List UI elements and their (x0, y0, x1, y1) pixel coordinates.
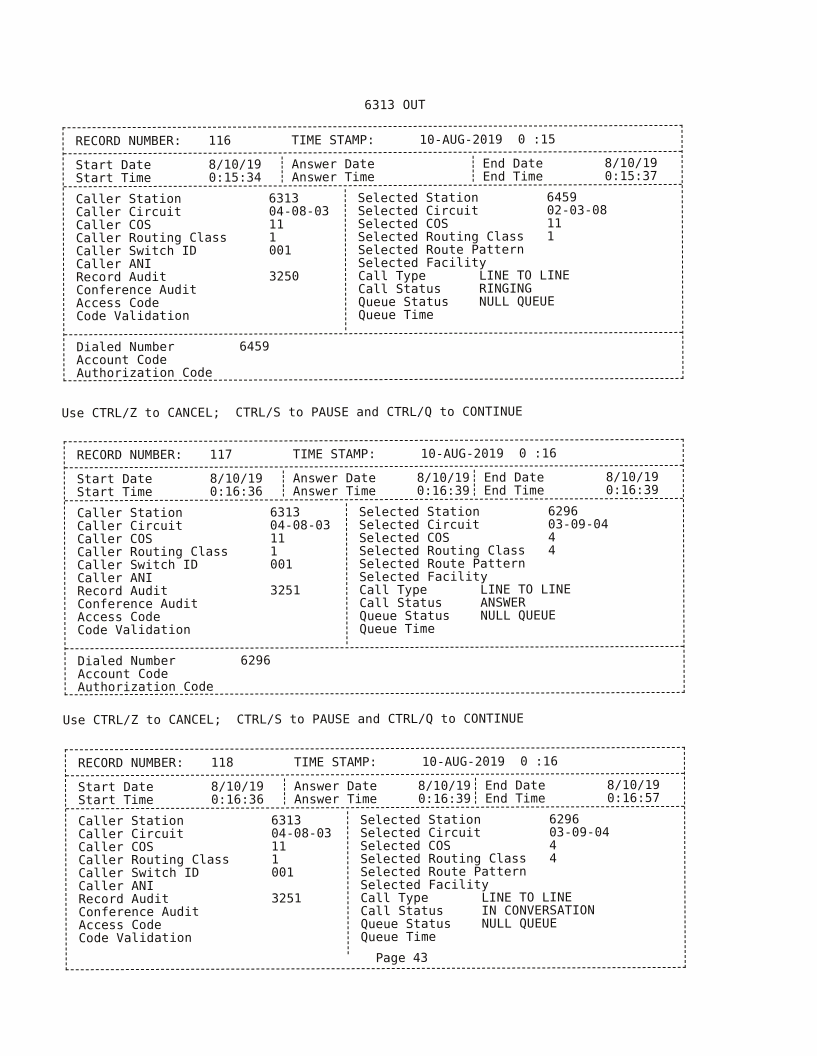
end-time-value: 0:16:39 (605, 482, 659, 498)
selected-routing-class-value: 4 (549, 850, 557, 866)
times-divider-right (473, 469, 475, 496)
record-header-row: RECORD NUMBER: 118 TIME STAMP: 10-AUG-20… (65, 747, 684, 777)
record-audit-value: 3251 (271, 890, 302, 906)
record-detail-row: Caller Station Caller Circuit Caller COS… (64, 498, 684, 650)
record-number-label: RECORD NUMBER: (77, 754, 184, 771)
record-dialed-row: Dialed Number Account Code Authorization… (65, 647, 683, 694)
call-record-block: RECORD NUMBER: 116 TIME STAMP: 10-AUG-20… (62, 124, 684, 382)
keyboard-hint-line: Use CTRL/Z to CANCEL; CTRL/S to PAUSE an… (61, 403, 523, 421)
record-header-row: RECORD NUMBER: 116 TIME STAMP: 10-AUG-20… (63, 125, 682, 155)
queue-time-label: Queue Time (358, 306, 434, 323)
detail-divider (344, 189, 347, 331)
record-number-value: 117 (209, 446, 233, 462)
answer-time-label: Answer Time (292, 483, 377, 499)
selected-routing-class-value: 1 (546, 228, 555, 244)
record-times-row: Start Date Start Time 8/10/19 0:15:34 An… (63, 151, 682, 188)
code-validation-label: Code Validation (77, 621, 191, 638)
start-time-label: Start Time (78, 791, 154, 808)
queue-status-value: NULL QUEUE (481, 915, 558, 931)
page-number-footer: Page 43 (375, 949, 428, 966)
times-divider-left (282, 470, 284, 497)
end-time-value: 0:15:37 (604, 168, 658, 184)
start-time-value: 0:16:36 (209, 483, 263, 499)
queue-status-value: NULL QUEUE (479, 293, 555, 309)
record-times-row: Start Date Start Time 8/10/19 0:16:36 An… (64, 465, 683, 502)
call-record-block: RECORD NUMBER: 118 TIME STAMP: 10-AUG-20… (64, 746, 686, 971)
dialed-number-value: 6296 (240, 652, 271, 668)
answer-time-value: 0:16:39 (418, 790, 472, 806)
detail-divider (347, 811, 349, 955)
queue-status-value: NULL QUEUE (480, 607, 557, 623)
times-divider-left (281, 156, 283, 183)
code-validation-label: Code Validation (78, 929, 193, 946)
record-audit-value: 3250 (269, 268, 300, 284)
record-times-row: Start Date Start Time 8/10/19 0:16:36 An… (65, 773, 685, 810)
end-time-value: 0:16:57 (607, 790, 661, 806)
page-title: 6313 OUT (364, 96, 426, 113)
dialed-number-value: 6459 (239, 338, 270, 354)
record-header-row: RECORD NUMBER: 117 TIME STAMP: 10-AUG-20… (64, 439, 683, 469)
record-number-value: 118 (210, 754, 234, 770)
answer-time-label: Answer Time (294, 791, 378, 807)
start-time-value: 0:16:36 (211, 791, 265, 807)
record-number-label: RECORD NUMBER: (76, 446, 183, 463)
code-validation-label: Code Validation (76, 307, 190, 324)
time-stamp-value: 10-AUG-2019 0 :16 (420, 445, 557, 461)
record-detail-row: Caller Station Caller Circuit Caller COS… (66, 807, 685, 969)
time-stamp-value: 10-AUG-2019 0 :16 (421, 753, 559, 769)
start-time-label: Start Time (75, 169, 152, 186)
start-time-value: 0:15:34 (208, 169, 262, 185)
end-time-label: End Time (483, 482, 545, 498)
selected-routing-class-value: 4 (548, 542, 556, 558)
queue-time-label: Queue Time (360, 928, 437, 945)
detail-divider (345, 503, 348, 645)
queue-time-label: Queue Time (359, 620, 436, 637)
caller-switch-id-value: 001 (271, 864, 295, 880)
times-divider-left (283, 778, 286, 805)
call-record-block: RECORD NUMBER: 117 TIME STAMP: 10-AUG-20… (63, 438, 685, 696)
end-time-label: End Time (485, 790, 546, 806)
record-detail-row: Caller Station Caller Circuit Caller COS… (63, 184, 683, 336)
time-stamp-value: 10-AUG-2019 0 :15 (419, 131, 556, 147)
record-number-label: RECORD NUMBER: (75, 132, 182, 149)
selected-circuit-value: 03-09-04 (549, 824, 610, 840)
times-divider-right (472, 155, 474, 182)
record-dialed-row: Dialed Number Account Code Authorization… (64, 333, 682, 380)
caller-switch-id-value: 001 (268, 242, 292, 258)
end-time-label: End Time (482, 168, 544, 184)
authorization-code-label: Authorization Code (77, 678, 214, 695)
times-divider-right (474, 777, 477, 804)
record-audit-value: 3251 (270, 582, 301, 598)
caller-switch-id-value: 001 (270, 556, 293, 572)
time-stamp-label: TIME STAMP: (292, 446, 376, 462)
time-stamp-label: TIME STAMP: (293, 754, 378, 770)
record-number-value: 116 (208, 132, 232, 148)
answer-time-label: Answer Time (291, 169, 375, 185)
authorization-code-label: Authorization Code (76, 364, 213, 381)
selected-circuit-value: 03-09-04 (547, 516, 609, 532)
start-time-label: Start Time (76, 483, 153, 500)
time-stamp-label: TIME STAMP: (291, 132, 375, 148)
keyboard-hint-line: Use CTRL/Z to CANCEL; CTRL/S to PAUSE an… (62, 710, 524, 728)
answer-time-value: 0:16:39 (416, 482, 470, 498)
